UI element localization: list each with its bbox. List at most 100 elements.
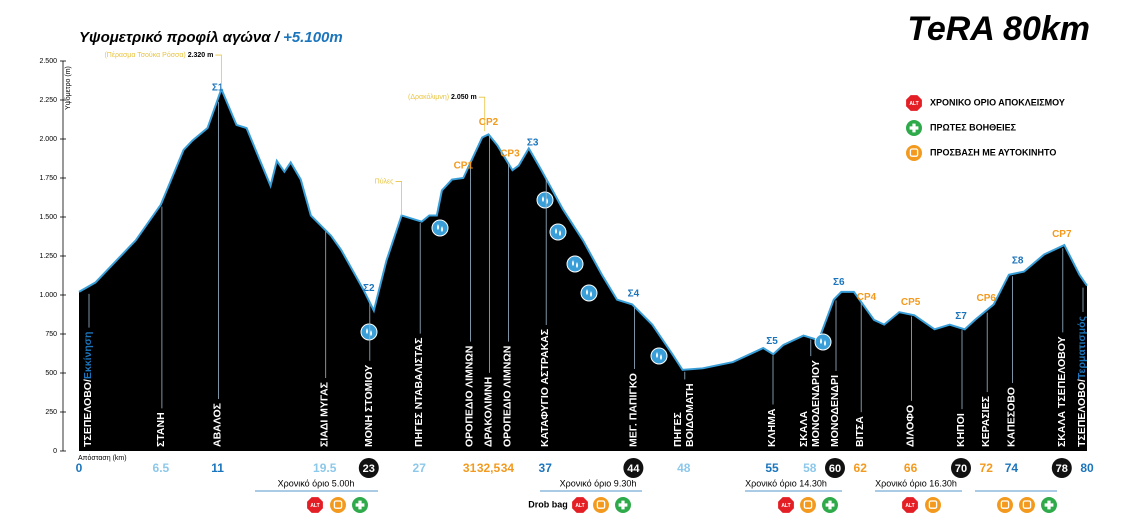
- water-drop: [820, 338, 826, 346]
- peak-bracket: [215, 54, 222, 90]
- time-limit-label: Χρονικό όριο 5.00h: [278, 478, 355, 488]
- y-tick-label: 1.750: [39, 175, 57, 182]
- peak-elevation: 2.050 m: [451, 94, 477, 101]
- station-name: ΜΕΓ. ΠΑΠΙΓΚΟ: [627, 373, 639, 447]
- checkpoint-label: Σ2: [363, 283, 375, 294]
- y-tick-label: 750: [45, 331, 57, 338]
- distance-label: 58: [803, 461, 817, 475]
- y-tick-label: 2.250: [39, 97, 57, 104]
- checkpoint-label: Σ4: [628, 288, 640, 299]
- bus-icon: [997, 497, 1013, 513]
- alt-icon-text: ALT: [575, 503, 584, 509]
- bus-shape: [909, 148, 919, 157]
- station-name: ΣΙΑΔΙ ΜΥΓΑΣ: [318, 382, 330, 447]
- station-name: ΔΙΛΟΦΟ: [904, 405, 916, 447]
- station-name: ΣΤΑΝΗ: [155, 412, 167, 447]
- peak-name: (Δρακόλιμνη): [408, 93, 449, 101]
- checkpoint-label: CP3: [500, 149, 520, 160]
- bus-shape: [803, 500, 813, 509]
- station-label: ΣΤΑΝΗ: [155, 412, 167, 447]
- peak-bracket: [395, 181, 402, 216]
- station-name: ΚΕΡΑΣΙΕΣ: [980, 396, 992, 447]
- legend-label: ΧΡΟΝΙΚΟ ΟΡΙΟ ΑΠΟΚΛΕΙΣΜΟΥ: [930, 97, 1065, 107]
- checkpoint-label: CP5: [901, 297, 921, 308]
- checkpoint-label: CP7: [1052, 229, 1072, 240]
- distance-circle: [358, 458, 379, 478]
- alt-icon: [906, 95, 922, 111]
- station-label: ΜΟΝΗ ΣΤΟΜΙΟΥ: [363, 365, 375, 447]
- station-name: ΤΣΕΠΕΛΟΒΟ/: [82, 379, 94, 447]
- distance-label: 62: [854, 461, 868, 475]
- legend-label: ΠΡΟΣΒΑΣΗ ΜΕ ΑΥΤΟΚΙΝΗΤΟ: [930, 147, 1056, 157]
- station-name: ΚΑΠΕΣΟΒΟ: [1005, 387, 1017, 447]
- drop-bag-label: Drob bag: [528, 499, 568, 509]
- station-label: ΜΕΓ. ΠΑΠΙΓΚΟ: [627, 373, 639, 447]
- water-drop: [656, 352, 662, 360]
- distance-label: 70: [955, 463, 967, 475]
- distance-label: 55: [765, 461, 779, 475]
- peak-elevation: 2.320 m: [188, 52, 214, 59]
- station-name: ΠΗΓΕΣ: [672, 412, 684, 447]
- distance-label: 11: [211, 461, 224, 475]
- distance-label: 66: [904, 461, 918, 475]
- station-label: ΚΑΤΑΦΥΓΙΟ ΑΣΤΡΑΚΑΣ: [539, 329, 551, 447]
- y-tick-label: 250: [45, 409, 57, 416]
- station-label: ΔΙΛΟΦΟ: [904, 405, 916, 447]
- time-limit-label: Χρονικό όριο 16.30h: [875, 478, 957, 488]
- time-limit-label: Χρονικό όριο 14.30h: [745, 478, 827, 488]
- water-drop: [366, 328, 372, 336]
- station-name: ΟΡΟΠΕΔΙΟ ΛΙΜΝΩΝ: [501, 346, 513, 447]
- alt-icon-text: ALT: [781, 503, 790, 509]
- y-tick-label: 1.500: [39, 214, 57, 221]
- water-drop: [572, 260, 578, 268]
- y-axis-label: Υψόμετρο (m): [64, 66, 72, 110]
- station-name: ΜΟΝΟΔΕΝΔΡΙΟΥ: [810, 360, 822, 447]
- distance-label: 72: [980, 461, 994, 475]
- peak-label: (Δρακόλιμνη) 2.050 m: [408, 93, 477, 101]
- station-label: ΜΟΝΟΔΕΝΔΡΙΟΥ: [810, 360, 822, 447]
- station-label: ΣΚΑΛΑ ΤΣΕΠΕΛΟΒΟΥ: [1056, 336, 1068, 447]
- y-tick-label: 500: [45, 370, 57, 377]
- station-label: ΚΗΠΟΙ: [955, 413, 967, 447]
- bus-shape: [928, 500, 938, 509]
- checkpoint-label: Σ1: [212, 82, 224, 93]
- y-tick-label: 1.000: [39, 292, 57, 299]
- water-icon: [814, 333, 832, 351]
- y-tick-label: 2.500: [39, 58, 57, 65]
- station-label: ΜΟΝΟΔΕΝΔΡΙ: [829, 375, 841, 447]
- bus-shape: [333, 500, 343, 509]
- station-label: ΠΗΓΕΣ: [672, 412, 684, 447]
- station-name: ΠΗΓΕΣ ΝΤΑΒΑΛΙΣΤΑΣ: [413, 338, 425, 447]
- title: Υψομετρικό προφίλ αγώνα /: [79, 29, 283, 46]
- water-icon: [566, 255, 584, 273]
- distance-label: 19.5: [313, 461, 337, 475]
- distance-label: 60: [829, 463, 841, 475]
- water-icon: [549, 223, 567, 241]
- peak-bracket: [478, 96, 486, 132]
- checkpoint-label: Σ6: [833, 277, 845, 288]
- station-name: ΚΑΤΑΦΥΓΙΟ ΑΣΤΡΑΚΑΣ: [539, 329, 551, 447]
- aid-cross: [909, 123, 919, 133]
- bus-shape: [1022, 500, 1032, 509]
- station-name: ΜΟΝΟΔΕΝΔΡΙ: [829, 375, 841, 447]
- station-label: ΠΗΓΕΣ ΝΤΑΒΑΛΙΣΤΑΣ: [413, 338, 425, 447]
- distance-circle: [825, 458, 845, 478]
- distance-label: 6.5: [153, 461, 170, 475]
- station-label: ΑΒΑΛΟΣ: [211, 403, 223, 447]
- station-label: ΣΙΑΔΙ ΜΥΓΑΣ: [318, 382, 330, 447]
- aid-cross: [1044, 500, 1054, 510]
- station-label: ΤΣΕΠΕΛΟΒΟ/Εκκίνηση: [82, 332, 94, 447]
- station-label: ΟΡΟΠΕΔΙΟ ΛΙΜΝΩΝ: [501, 346, 513, 447]
- station-label: ΟΡΟΠΕΔΙΟ ΛΙΜΝΩΝ: [463, 346, 475, 447]
- distance-label: 78: [1056, 463, 1068, 475]
- distance-label: 74: [1005, 461, 1019, 475]
- water-icon: [360, 323, 378, 341]
- distance-label: 34: [501, 461, 515, 475]
- station-name: ΚΛΗΜΑ: [766, 408, 778, 447]
- aid-cross: [618, 500, 628, 510]
- station-name: ΒΟΙΔΟΜΑΤΗ: [684, 383, 696, 447]
- distance-circle: [1051, 458, 1072, 478]
- station-label: ΒΙΤΣΑ: [854, 416, 866, 447]
- y-tick-label: 2.000: [39, 136, 57, 143]
- water-icon: [536, 191, 554, 209]
